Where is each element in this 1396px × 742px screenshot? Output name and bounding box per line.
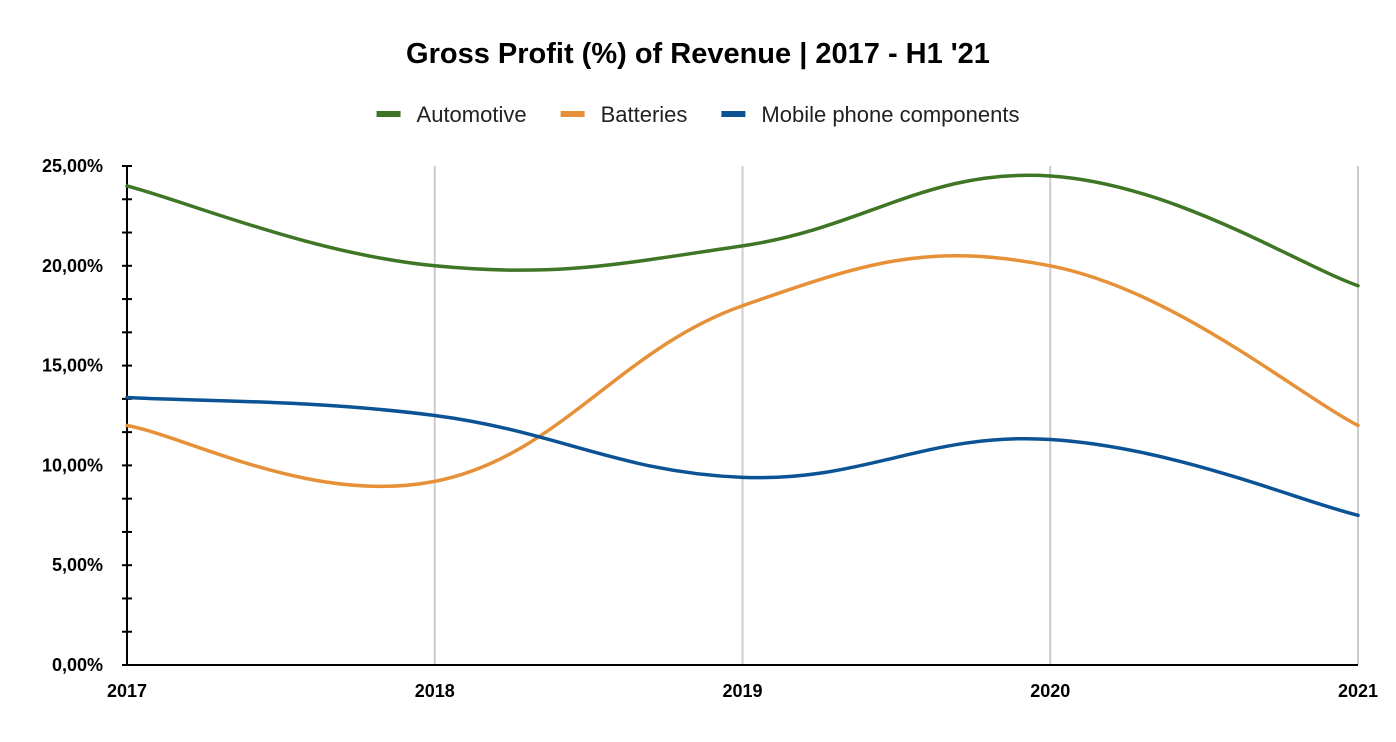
- legend-swatch: [721, 111, 746, 117]
- legend-label: Batteries: [601, 102, 688, 127]
- legend-label: Automotive: [417, 102, 527, 127]
- y-tick-label: 20,00%: [42, 256, 103, 276]
- y-tick-label: 10,00%: [42, 455, 103, 475]
- series-line-2: [125, 395, 1360, 518]
- series-line-0: [125, 173, 1360, 288]
- grid-lines: [433, 166, 1359, 665]
- axes: 0,00% 5,00% 10,00% 15,00% 20,00% 25,00% 2017 20…: [42, 156, 1378, 701]
- legend-label: Mobile phone components: [761, 102, 1019, 127]
- legend-swatch: [376, 111, 401, 117]
- x-tick-label: 2021: [1338, 681, 1378, 701]
- legend: Automotive Batteries Mobile phone componen…: [376, 102, 1019, 127]
- legend-swatch: [560, 111, 585, 117]
- x-tick-label: 2018: [415, 681, 455, 701]
- x-tick-label: 2020: [1030, 681, 1070, 701]
- y-tick-label: 0,00%: [52, 655, 103, 675]
- series-lines: [125, 173, 1360, 518]
- chart-title: Gross Profit (%) of Revenue | 2017 - H1 …: [406, 38, 990, 70]
- x-tick-label: 2017: [107, 681, 147, 701]
- x-tick-label: 2019: [722, 681, 762, 701]
- y-tick-label: 25,00%: [42, 156, 103, 176]
- series-line-1: [125, 253, 1360, 489]
- y-tick-label: 15,00%: [42, 356, 103, 376]
- y-tick-label: 5,00%: [52, 555, 103, 575]
